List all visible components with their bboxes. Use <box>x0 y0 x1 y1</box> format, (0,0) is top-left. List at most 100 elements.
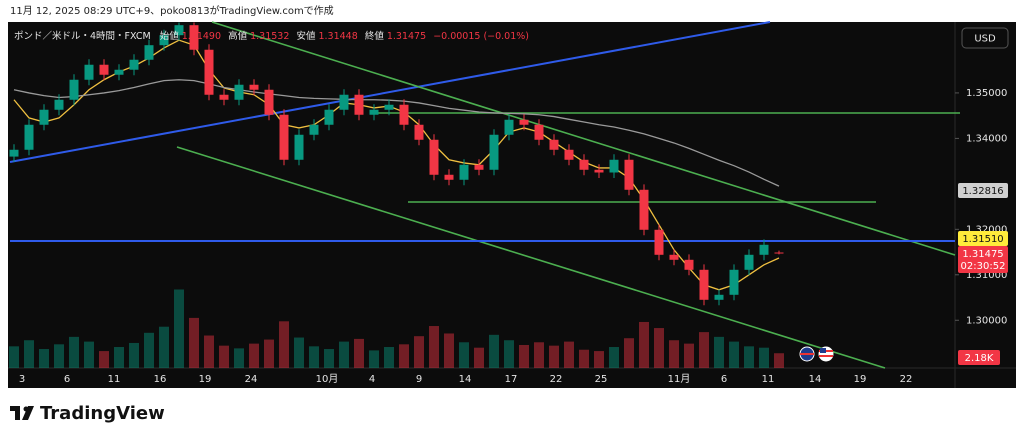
candle-body <box>489 134 499 170</box>
candle-body <box>759 244 769 255</box>
volume-bar <box>744 346 754 368</box>
candle-body <box>624 159 634 190</box>
last-price-badge <box>958 246 1008 273</box>
volume-bar <box>174 289 184 368</box>
volume-bar <box>594 351 604 368</box>
x-tick-label: 9 <box>416 374 422 385</box>
candle-body <box>594 169 604 173</box>
x-tick-label: 19 <box>199 374 212 385</box>
candle-body <box>564 149 574 160</box>
candle-body <box>159 35 169 46</box>
candle-body <box>174 25 184 36</box>
candle-body <box>579 159 589 170</box>
event-flags <box>799 346 834 362</box>
volume-bar <box>714 336 724 368</box>
volume-bar <box>189 317 199 368</box>
volume-bar <box>114 347 124 368</box>
candle-body <box>384 104 394 110</box>
header: ポンド／米ドル・4時間・FXCM 始値 1.31490 高値 1.31532 安… <box>14 30 529 42</box>
y-tick-label: 1.32000 <box>966 224 1007 235</box>
candle-body <box>729 269 739 295</box>
moving-averages <box>13 39 780 291</box>
candle-body <box>699 269 709 300</box>
high-value: 1.31532 <box>250 31 289 42</box>
candle-body <box>639 189 649 230</box>
candle-body <box>279 114 289 160</box>
currency-label[interactable]: USD <box>974 34 996 45</box>
x-tick-label: 25 <box>595 374 608 385</box>
x-tick-label: 14 <box>809 374 822 385</box>
x-tick-label: 6 <box>721 374 727 385</box>
volume-bar <box>654 328 664 368</box>
x-tick-label: 22 <box>900 374 913 385</box>
candle-body <box>69 79 79 100</box>
candle-body <box>714 294 724 300</box>
candle-body <box>504 119 514 135</box>
y-tick-label: 1.34000 <box>966 133 1007 144</box>
x-tick-label: 22 <box>550 374 563 385</box>
volume-bar <box>324 349 334 368</box>
volume-bar <box>279 321 289 368</box>
volume-bar <box>9 346 19 368</box>
candle-body <box>414 124 424 140</box>
chart-panel <box>8 22 1016 388</box>
volume-bar <box>204 335 214 368</box>
open-label: 始値 <box>160 30 180 42</box>
symbol: ポンド／米ドル・4時間・FXCM <box>14 30 151 42</box>
candle-body <box>204 49 214 95</box>
close-value: 1.31475 <box>387 31 426 42</box>
caption: 11月 12, 2025 08:29 UTC+9、poko0813がTradin… <box>10 4 334 17</box>
volume-bar <box>504 340 514 368</box>
last-price-text: 1.31475 <box>962 249 1003 260</box>
low-label: 安値 <box>296 30 316 42</box>
x-tick-label: 6 <box>64 374 70 385</box>
volume-bar <box>699 332 709 368</box>
candle-body <box>324 109 334 125</box>
candle-body <box>444 174 454 180</box>
candle-body <box>399 104 409 125</box>
y-tick-label: 1.35000 <box>966 88 1007 99</box>
candle-body <box>54 99 64 110</box>
candle-body <box>684 259 694 270</box>
volume-bar <box>414 336 424 368</box>
candle-body <box>84 64 94 80</box>
volume-bar <box>474 347 484 368</box>
candle-body <box>654 229 664 255</box>
currency-button[interactable] <box>961 27 1009 49</box>
line-badge <box>958 231 1008 246</box>
x-tick-label: 14 <box>459 374 472 385</box>
ma-badge <box>958 183 1008 198</box>
candle-body <box>219 94 229 100</box>
y-tick-label: 1.31000 <box>966 270 1007 281</box>
volume-bar <box>564 341 574 368</box>
candles <box>9 22 784 306</box>
x-tick-label: 11 <box>108 374 121 385</box>
x-tick-label: 4 <box>369 374 375 385</box>
volume-bar <box>99 351 109 368</box>
x-tick-label: 17 <box>505 374 518 385</box>
volume-bar <box>729 341 739 368</box>
change: −0.00015 (−0.01%) <box>433 31 529 42</box>
candle-body <box>669 254 679 260</box>
countdown: 02:30:52 <box>961 261 1006 272</box>
x-tick-label: 24 <box>245 374 258 385</box>
x-tick-label: 19 <box>854 374 867 385</box>
candle-body <box>24 124 34 150</box>
volume-bar <box>489 334 499 368</box>
y-tick-label: 1.30000 <box>966 315 1007 326</box>
candle-body <box>9 149 19 157</box>
volume-bar <box>369 350 379 368</box>
volume-bar <box>639 321 649 368</box>
drawings <box>9 21 960 369</box>
volume-bar <box>264 339 274 368</box>
volume-bar <box>669 340 679 368</box>
candle-body <box>234 84 244 100</box>
volume-bar <box>624 338 634 368</box>
line-badge-text: 1.31510 <box>962 234 1003 245</box>
volume-bar <box>759 347 769 368</box>
trend-line <box>176 146 886 369</box>
volume-bar <box>549 345 559 368</box>
moving-average <box>13 39 780 291</box>
volume-badge <box>958 350 1000 365</box>
volume-bar <box>39 349 49 368</box>
